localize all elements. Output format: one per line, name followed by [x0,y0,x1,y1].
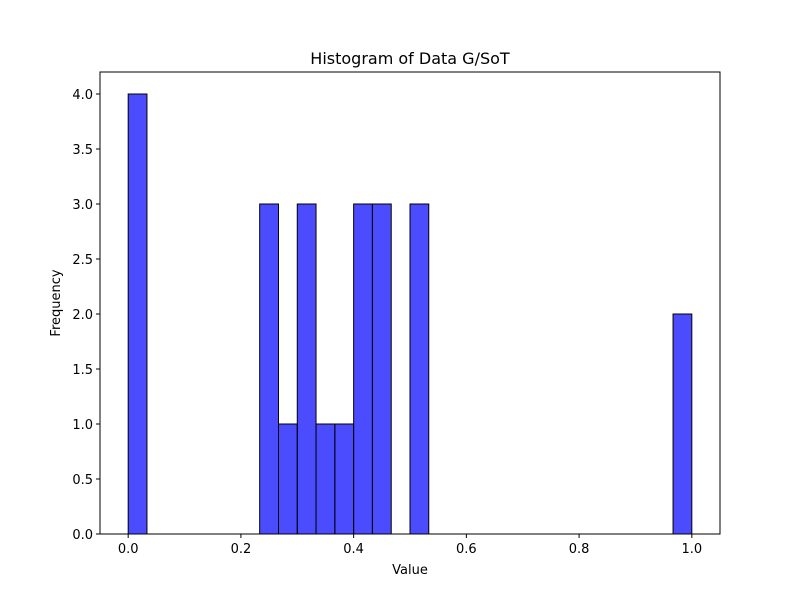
histogram-bar-0 [127,93,148,535]
plot-frame [99,71,721,535]
y-tick-label: 1.0 [72,418,93,433]
y-tick-label: 3.0 [72,198,93,213]
histogram-bar-5 [334,423,355,535]
y-tick-label: 0.5 [72,473,93,488]
histogram-bar-6 [353,203,373,535]
x-tick-label: 0.4 [343,542,364,557]
y-tick-label: 4.0 [72,88,93,103]
y-tick-label: 2.0 [72,308,93,323]
x-axis-label: Value [392,563,428,578]
histogram-bar-8 [409,203,430,535]
x-tick-label: 0.8 [569,542,590,557]
x-axis: 0.0 0.2 0.4 0.6 0.8 1.0 [118,534,702,557]
x-tick-label: 0.2 [231,542,252,557]
histogram-bar-1 [259,203,280,535]
chart-title: Histogram of Data G/SoT [310,49,510,68]
y-axis: 0.0 0.5 1.0 1.5 2.0 2.5 3.0 3.5 4.0 [72,88,100,543]
x-tick-label: 0.6 [456,542,477,557]
y-tick-label: 1.5 [72,363,93,378]
x-tick-label: 1.0 [681,542,702,557]
histogram-bar-9 [672,313,693,535]
x-tick-label: 0.0 [118,542,139,557]
histogram-bar-3 [296,203,317,535]
y-tick-label: 3.5 [72,143,93,158]
histogram-bar-4 [315,423,336,535]
histogram-bar-2 [278,423,298,535]
bars-layer [127,93,693,535]
histogram-bar-7 [371,203,392,535]
y-tick-label: 2.5 [72,253,93,268]
y-axis-label: Frequency [49,269,64,336]
y-tick-label: 0.0 [72,528,93,543]
